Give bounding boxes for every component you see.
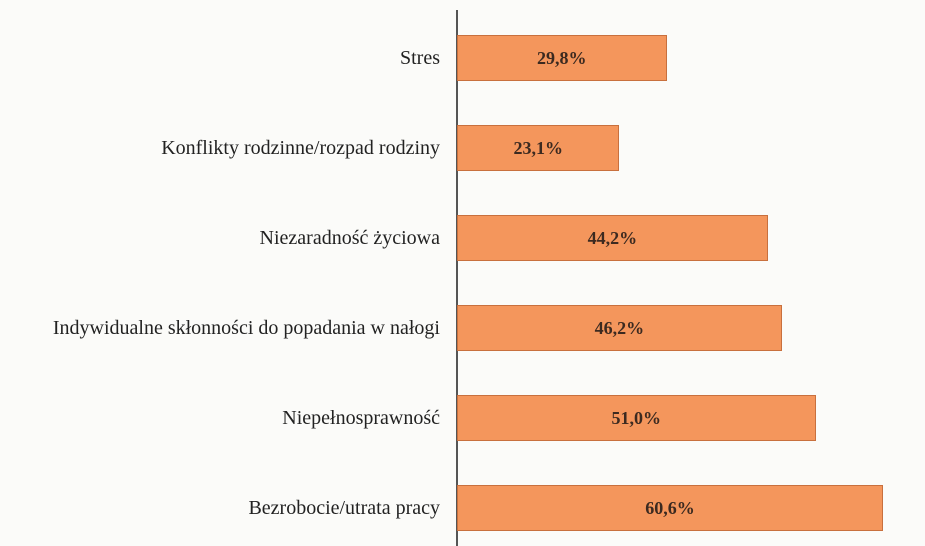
category-label-box: Niezaradność życiowa xyxy=(0,208,440,268)
y-axis-line xyxy=(456,10,458,546)
category-label: Bezrobocie/utrata pracy xyxy=(248,497,440,519)
value-label: 29,8% xyxy=(537,47,587,68)
category-label-box: Konflikty rodzinne/rozpad rodziny xyxy=(0,118,440,178)
bar: 23,1% xyxy=(457,125,620,171)
category-label-box: Niepełnosprawność xyxy=(0,388,440,448)
value-label: 44,2% xyxy=(587,227,638,248)
value-label: 51,0% xyxy=(611,407,662,428)
value-label: 46,2% xyxy=(594,317,645,338)
category-label: Niepełnosprawność xyxy=(282,407,440,429)
bar: 51,0% xyxy=(457,395,816,441)
category-label-box: Stres xyxy=(0,28,440,88)
bar: 60,6% xyxy=(457,485,884,531)
value-label: 60,6% xyxy=(645,497,695,518)
bar: 29,8% xyxy=(457,35,667,81)
value-label: 23,1% xyxy=(513,137,563,158)
category-label: Stres xyxy=(400,47,440,69)
category-label-box: Indywidualne skłonności do popadania w n… xyxy=(0,298,440,358)
category-label-box: Bezrobocie/utrata pracy xyxy=(0,478,440,538)
bar: 44,2% xyxy=(457,215,768,261)
category-label: Indywidualne skłonności do popadania w n… xyxy=(52,317,440,339)
bar: 46,2% xyxy=(457,305,782,351)
category-label: Konflikty rodzinne/rozpad rodziny xyxy=(161,137,440,159)
category-label: Niezaradność życiowa xyxy=(259,227,440,249)
